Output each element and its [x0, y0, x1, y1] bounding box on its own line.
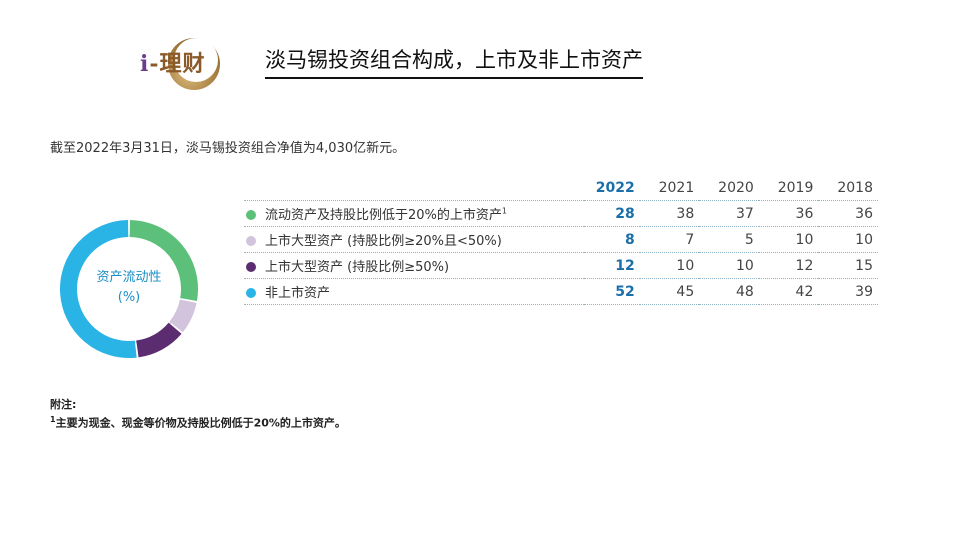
- footnote: 附注: 1主要为现金、现金等价物及持股比例低于20%的上市资产。: [50, 397, 346, 431]
- table-row: 上市大型资产 (持股比例≥50%) 12 10 10 12 15: [244, 252, 878, 279]
- value-2022: 52: [583, 278, 640, 305]
- row-label: 流动资产及持股比例低于20%的上市资产: [265, 208, 502, 223]
- value-2020: 48: [699, 278, 759, 305]
- i-licai-logo: i-理财: [140, 36, 240, 94]
- value-2022: 12: [583, 252, 640, 279]
- year-header-2018: 2018: [818, 176, 878, 201]
- value-2021: 7: [639, 226, 700, 253]
- value-2022: 28: [583, 200, 640, 227]
- footnote-text: 1主要为现金、现金等价物及持股比例低于20%的上市资产。: [50, 415, 346, 430]
- value-2019: 36: [758, 200, 819, 227]
- row-label: 上市大型资产 (持股比例≥20%且<50%): [265, 234, 502, 249]
- value-2018: 10: [818, 226, 878, 253]
- year-header-2021: 2021: [639, 176, 700, 201]
- year-header-2019: 2019: [758, 176, 819, 201]
- donut-slice-0: [129, 220, 198, 301]
- donut-slice-1: [169, 299, 197, 333]
- value-2021: 38: [639, 200, 700, 227]
- table-row: 非上市资产 52 45 48 42 39: [244, 278, 878, 305]
- table-row: 上市大型资产 (持股比例≥20%且<50%) 8 7 5 10 10: [244, 226, 878, 253]
- value-2018: 39: [818, 278, 878, 305]
- legend-dot: [246, 288, 256, 298]
- row-label: 非上市资产: [265, 286, 331, 301]
- value-2018: 15: [818, 252, 878, 279]
- liquidity-donut-chart: [60, 220, 198, 358]
- value-2019: 10: [758, 226, 819, 253]
- donut-slice-3: [60, 220, 137, 358]
- donut-center-label: 资产流动性 (%): [96, 270, 162, 305]
- page-title: 淡马锡投资组合构成，上市及非上市资产: [265, 44, 643, 79]
- legend-dot: [246, 262, 256, 272]
- value-2020: 10: [699, 252, 759, 279]
- year-header-2020: 2020: [699, 176, 759, 201]
- value-2020: 37: [699, 200, 759, 227]
- value-2021: 10: [639, 252, 700, 279]
- row-label: 上市大型资产 (持股比例≥50%): [265, 260, 450, 275]
- value-2019: 42: [758, 278, 819, 305]
- value-2020: 5: [699, 226, 759, 253]
- year-header-2022: 2022: [583, 176, 640, 201]
- legend-dot: [246, 236, 256, 246]
- footnote-heading: 附注:: [50, 398, 77, 411]
- table-row: 流动资产及持股比例低于20%的上市资产1 28 38 37 36 36: [244, 200, 878, 227]
- donut-slice-2: [135, 322, 182, 358]
- legend-dot: [246, 210, 256, 220]
- portfolio-table: 2022 2021 2020 2019 2018 流动资产及持股比例低于20%的…: [244, 176, 878, 305]
- intro-text: 截至2022年3月31日，淡马锡投资组合净值为4,030亿新元。: [50, 141, 406, 156]
- value-2022: 8: [583, 226, 640, 253]
- value-2021: 45: [639, 278, 700, 305]
- value-2018: 36: [818, 200, 878, 227]
- value-2019: 12: [758, 252, 819, 279]
